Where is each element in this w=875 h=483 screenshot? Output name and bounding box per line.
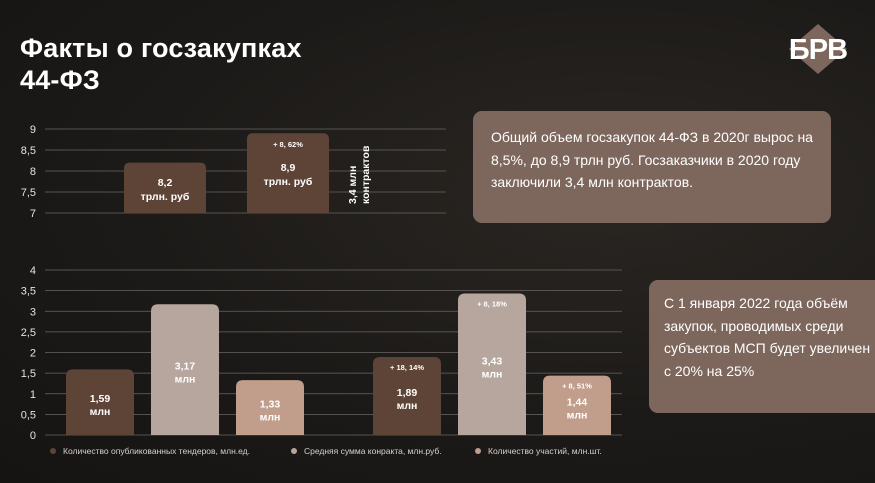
growth-label: + 18, 14% <box>390 363 424 372</box>
growth-label: + 8, 51% <box>562 382 592 391</box>
bar-unit-label: млн <box>567 409 588 421</box>
y-tick-label: 0,5 <box>21 409 36 421</box>
y-tick-label: 7,5 <box>21 187 36 199</box>
legend-dot <box>291 448 297 454</box>
title-line-2: 44-ФЗ <box>20 65 100 95</box>
bar-unit-label: трлн. руб <box>141 191 190 203</box>
bar-1-group-2 <box>373 357 441 435</box>
brv-logo: БРВ <box>781 22 855 76</box>
bar-value-label: 1,59 <box>90 393 111 405</box>
y-tick-label: 8 <box>30 166 36 178</box>
title-line-1: Факты о госзакупках <box>20 33 302 63</box>
page-title: Факты о госзакупках 44-ФЗ <box>20 32 302 96</box>
contracts-note-2: контрактов <box>360 145 372 204</box>
bar-top-1 <box>124 162 206 213</box>
bar-3-group-2 <box>543 375 611 435</box>
bar-unit-label: млн <box>90 406 111 418</box>
bar-2-group-2 <box>458 293 526 435</box>
y-tick-label: 8,5 <box>21 145 36 157</box>
bar-unit-label: млн <box>397 400 418 412</box>
bar-top-2 <box>247 133 329 213</box>
y-tick-label: 1,5 <box>21 368 36 380</box>
contracts-note: 3,4 млн <box>347 166 359 204</box>
y-tick-label: 3,5 <box>21 286 36 298</box>
bar-value-label: 3,43 <box>482 355 503 367</box>
logo-text: БРВ <box>788 34 848 66</box>
y-tick-label: 2,5 <box>21 327 36 339</box>
y-tick-label: 3 <box>30 306 36 318</box>
y-tick-label: 9 <box>30 124 36 136</box>
legend-item-avg-sum: Средняя сумма конракта, млн.руб. <box>291 446 442 456</box>
legend-item-participation: Количество участий, млн.шт. <box>475 446 602 456</box>
y-tick-label: 4 <box>30 265 36 277</box>
logo-diamond-icon <box>789 24 847 74</box>
bar-3-group-1 <box>236 380 304 435</box>
bar-unit-label: трлн. руб <box>264 176 313 188</box>
bar-2-group-1 <box>151 304 219 435</box>
legend-label: Количество участий, млн.шт. <box>488 446 602 456</box>
legend-item-tenders: Количество опубликованных тендеров, млн.… <box>50 446 250 456</box>
bar-unit-label: млн <box>175 374 196 386</box>
legend-dot <box>475 448 481 454</box>
bar-unit-label: млн <box>482 368 503 380</box>
y-tick-label: 0 <box>30 430 36 442</box>
y-tick-label: 7 <box>30 208 36 220</box>
bar-unit-label: млн <box>260 412 281 424</box>
y-tick-label: 2 <box>30 348 36 360</box>
bar-value-label: 8,2 <box>158 177 173 189</box>
bar-value-label: 1,89 <box>397 387 418 399</box>
bar-value-label: 1,44 <box>567 396 588 408</box>
info-box-msp: С 1 января 2022 года объём закупок, пров… <box>649 280 875 413</box>
legend-dot <box>50 448 56 454</box>
info-box-total-volume: Общий объем госзакупок 44-ФЗ в 2020г выр… <box>473 111 831 223</box>
bar-value-label: 3,17 <box>175 361 196 373</box>
growth-label: + 8, 18% <box>477 300 507 309</box>
legend-label: Количество опубликованных тендеров, млн.… <box>63 446 250 456</box>
growth-label: + 8, 62% <box>273 140 303 149</box>
y-tick-label: 1 <box>30 389 36 401</box>
bar-1-group-1 <box>66 369 134 435</box>
bar-value-label: 8,9 <box>281 162 296 174</box>
legend-label: Средняя сумма конракта, млн.руб. <box>304 446 442 456</box>
bar-value-label: 1,33 <box>260 399 281 411</box>
